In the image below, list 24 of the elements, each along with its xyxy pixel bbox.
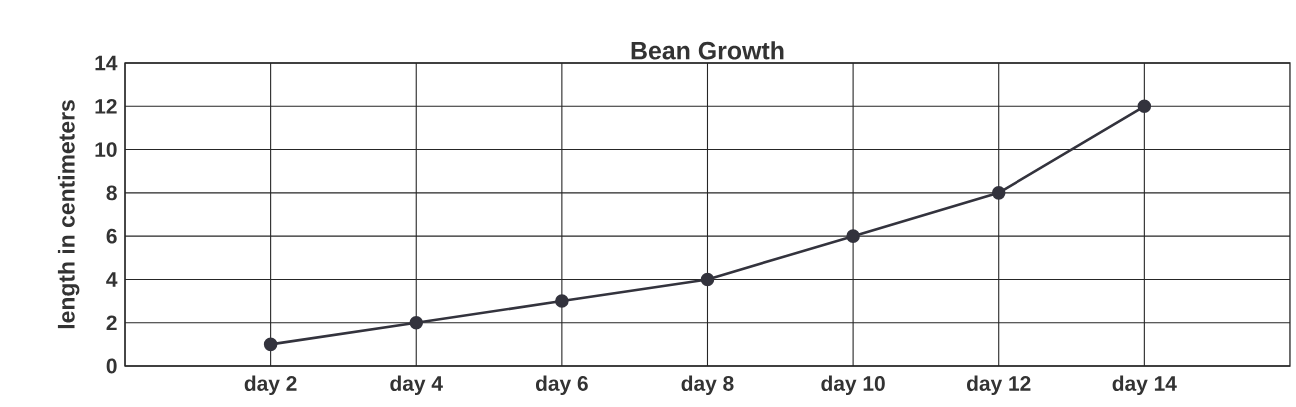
x-tick-label: day 2 xyxy=(244,375,297,396)
x-tick-label: day 12 xyxy=(967,375,1031,396)
point xyxy=(409,315,424,330)
x-tick-label: day 10 xyxy=(821,375,885,396)
x-tick-label: day 8 xyxy=(681,375,734,396)
x-tick-label: day 6 xyxy=(535,375,588,396)
y-axis-title: length in centimeters xyxy=(57,100,80,329)
y-tick-label: 10 xyxy=(95,142,117,157)
point xyxy=(263,337,278,352)
point xyxy=(846,229,860,243)
y-tick-label: 0 xyxy=(106,358,117,374)
x-tick-label: day 4 xyxy=(390,375,443,396)
point xyxy=(555,294,569,308)
y-tick-label: 6 xyxy=(106,228,117,244)
chart-title: Bean Growth xyxy=(631,41,784,60)
point xyxy=(700,272,715,287)
y-tick-label: 14 xyxy=(95,55,118,71)
y-tick-label: 8 xyxy=(106,185,117,201)
point xyxy=(991,186,1006,200)
x-tick-label: day 14 xyxy=(1112,375,1177,396)
y-tick-label: 4 xyxy=(106,272,118,287)
y-tick-label: 12 xyxy=(95,98,117,114)
y-tick-label: 2 xyxy=(106,315,117,331)
point xyxy=(1137,99,1152,114)
